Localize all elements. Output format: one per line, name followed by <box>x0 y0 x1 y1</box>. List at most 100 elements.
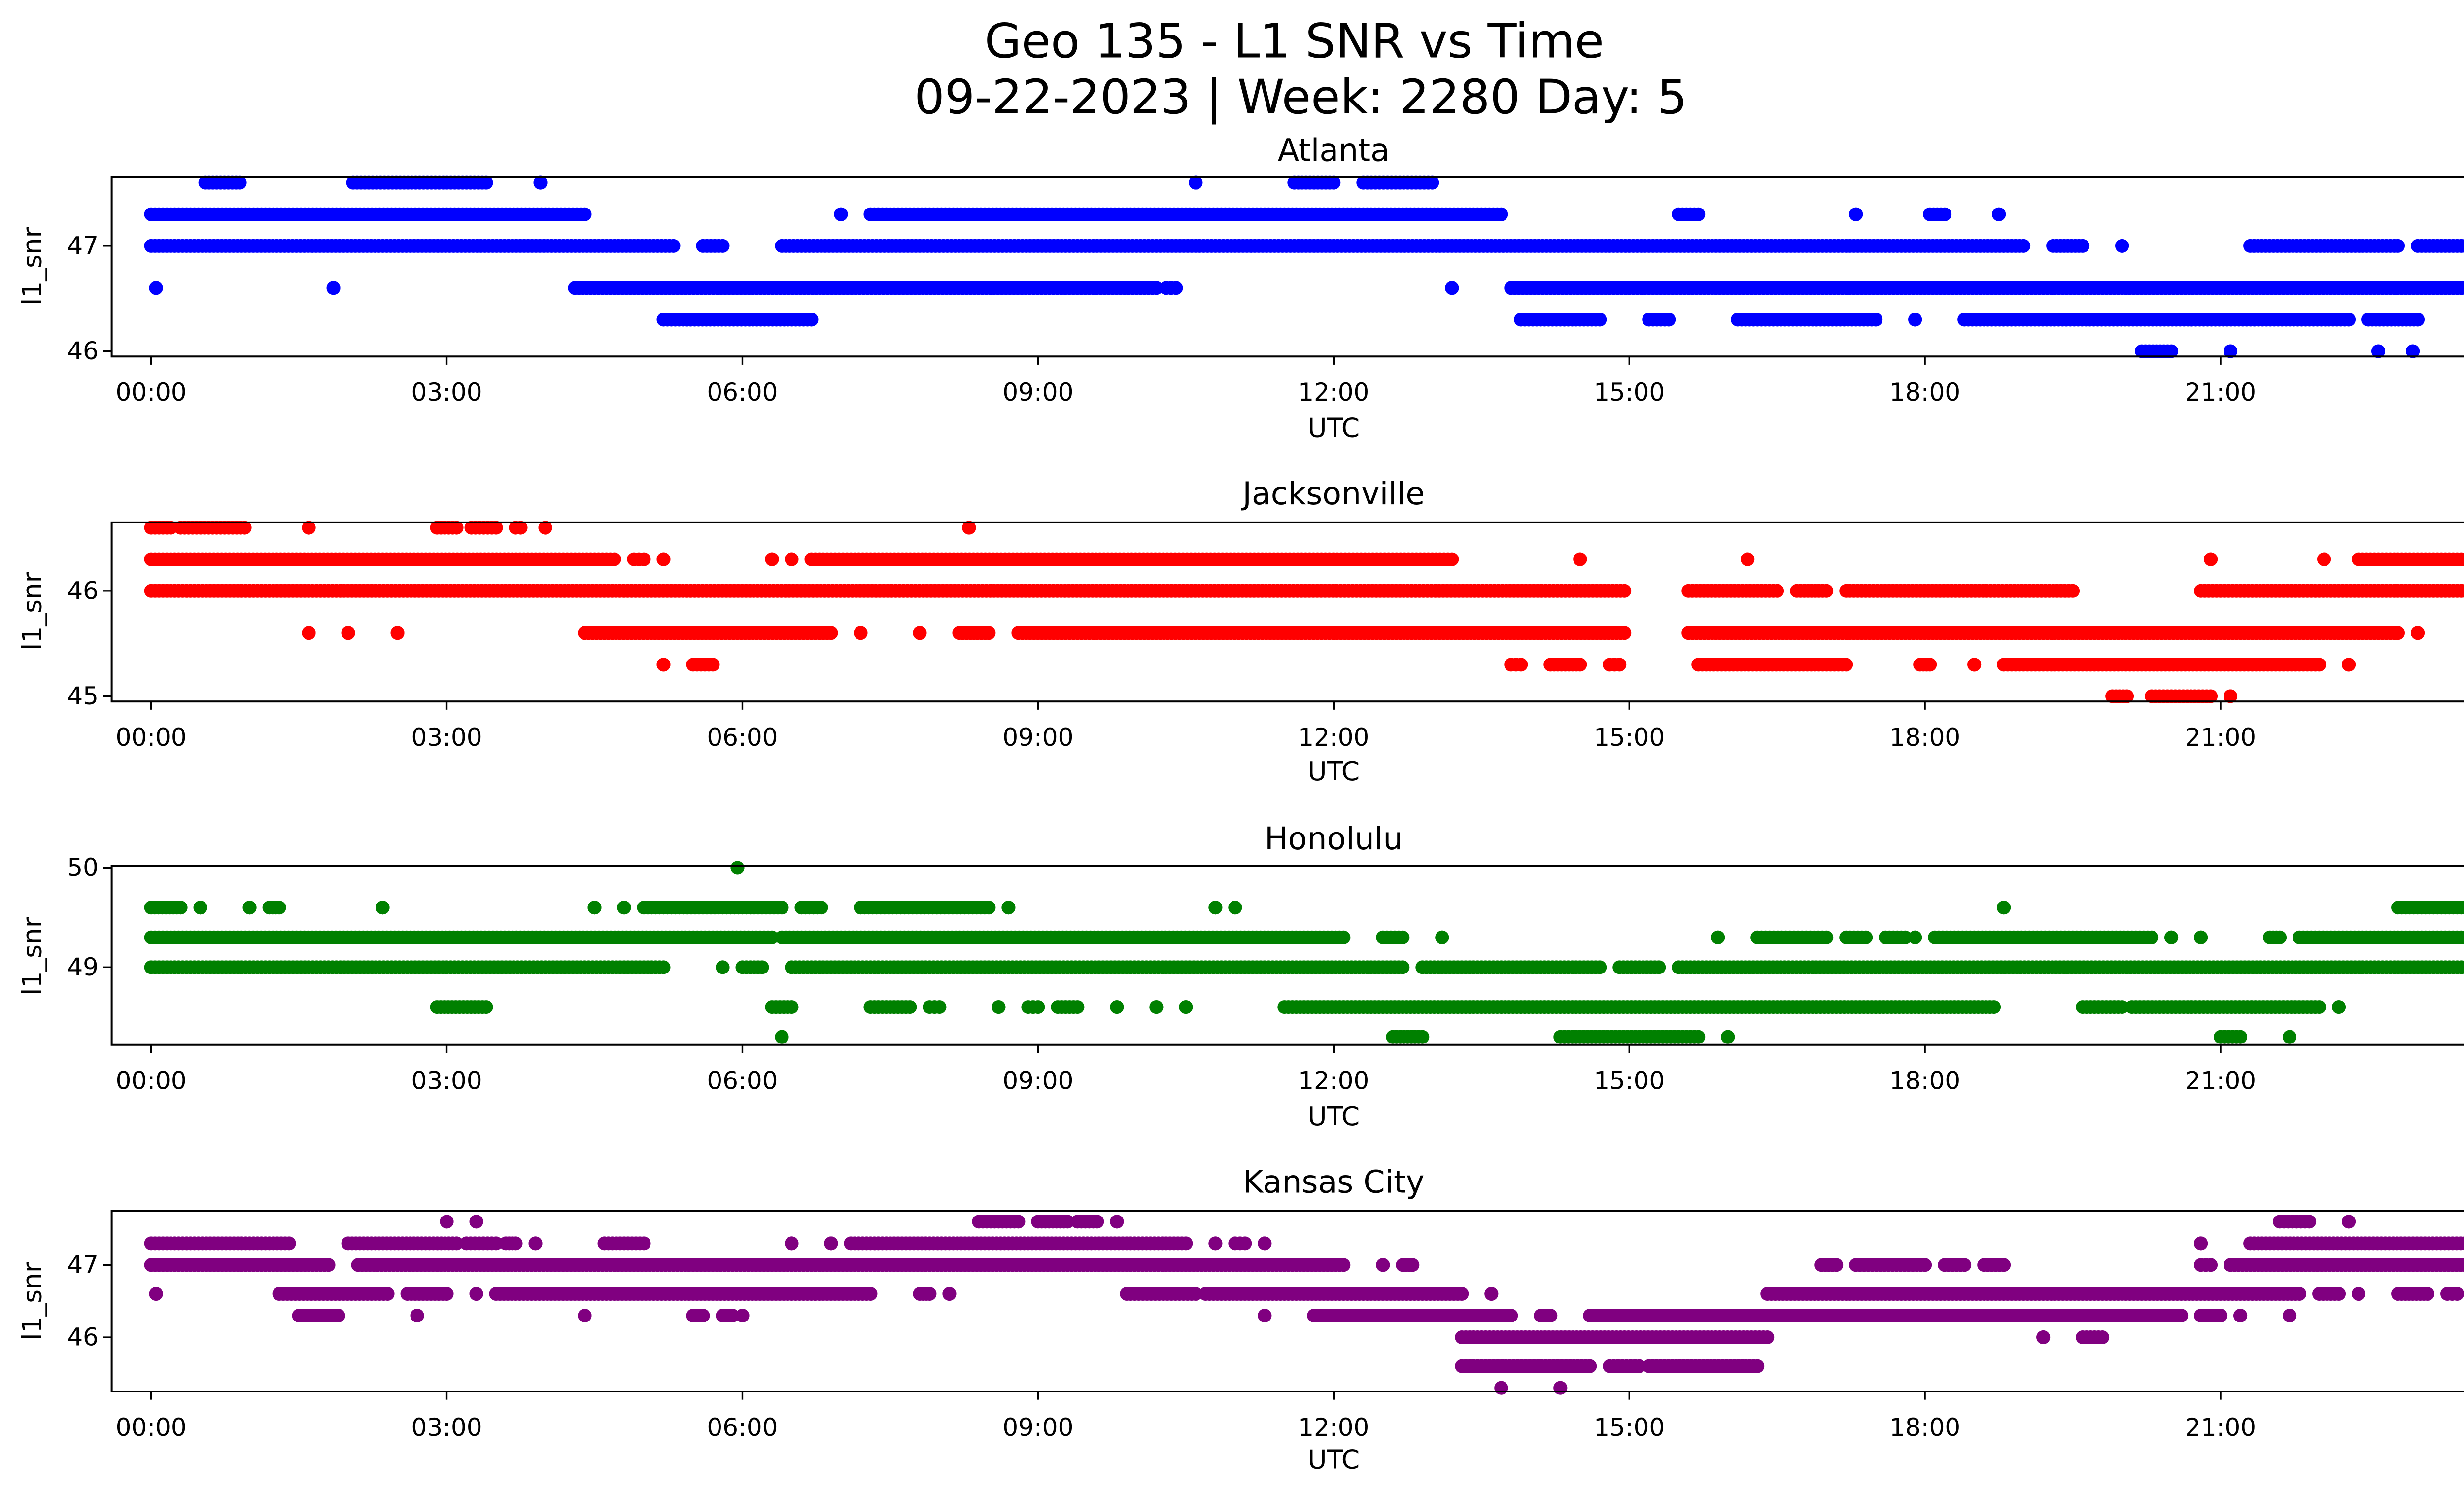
data-point <box>1923 658 1937 672</box>
data-point <box>637 1236 651 1251</box>
data-point <box>1031 1000 1045 1014</box>
scatter-markers <box>144 861 2464 1044</box>
data-point <box>1612 658 1627 672</box>
data-point <box>238 521 252 535</box>
x-tick-label: 06:00 <box>707 1067 778 1095</box>
data-point <box>854 626 868 640</box>
data-point <box>706 658 720 672</box>
data-point <box>2458 239 2464 253</box>
data-point <box>1997 901 2011 915</box>
x-tick-label: 21:00 <box>2185 1067 2256 1095</box>
data-point <box>785 552 799 566</box>
data-point <box>1149 281 1164 295</box>
data-point <box>1987 1000 2001 1014</box>
data-point <box>2391 626 2405 640</box>
data-point <box>1721 1030 1735 1044</box>
scatter-markers <box>144 175 2464 358</box>
data-point <box>765 930 779 944</box>
y-axis-label: l1_snr <box>17 227 47 305</box>
data-point <box>1169 281 1183 295</box>
x-tick-label: 21:00 <box>2185 723 2256 752</box>
data-point <box>242 901 257 915</box>
subplot-title: Atlanta <box>1278 132 1390 169</box>
data-point <box>814 901 828 915</box>
subplot-title: Jacksonville <box>1240 475 1425 512</box>
data-point <box>1258 1236 1272 1251</box>
data-point <box>578 207 592 221</box>
data-point <box>2342 1215 2356 1229</box>
data-point <box>449 521 464 535</box>
data-point <box>2194 930 2208 944</box>
x-tick-label: 12:00 <box>1298 723 1369 752</box>
data-point <box>2233 1030 2248 1044</box>
data-point <box>390 626 405 640</box>
data-point <box>716 239 730 253</box>
x-tick-label: 00:00 <box>116 1067 187 1095</box>
data-point <box>1859 930 1873 944</box>
data-point <box>1494 207 1508 221</box>
data-point <box>2164 930 2179 944</box>
x-tick-label: 03:00 <box>411 378 482 407</box>
x-tick-label: 21:00 <box>2185 378 2256 407</box>
data-point <box>1617 626 1632 640</box>
data-point <box>149 281 163 295</box>
data-point <box>2458 552 2464 566</box>
subplot-title: Kansas City <box>1243 1164 1424 1200</box>
data-point <box>607 552 621 566</box>
data-point <box>1208 901 1223 915</box>
y-tick-label: 46 <box>67 576 99 605</box>
x-tick-label: 09:00 <box>1002 723 1073 752</box>
x-tick-label: 12:00 <box>1298 1067 1369 1095</box>
data-point <box>2317 552 2331 566</box>
data-point <box>173 901 188 915</box>
data-point <box>2462 283 2464 293</box>
data-point <box>449 1236 464 1251</box>
data-point <box>656 960 671 974</box>
data-point <box>469 1215 483 1229</box>
data-point <box>1110 1215 1124 1229</box>
data-point <box>1396 930 1410 944</box>
data-point <box>666 239 681 253</box>
panel-jacksonville: Jacksonville UTC l1_snr 00:00 03:00 06:00 0… <box>17 475 2464 787</box>
data-point <box>2312 658 2327 672</box>
data-point <box>1238 1236 1252 1251</box>
panel-honolulu: Honolulu UTC l1_snr 00:00 03:00 06:00 09:00… <box>17 820 2464 1132</box>
y-axis-label: l1_snr <box>17 572 47 650</box>
data-point <box>2332 1000 2346 1014</box>
data-point <box>1445 552 1459 566</box>
data-point <box>376 901 390 915</box>
x-tick-label: 06:00 <box>707 378 778 407</box>
data-point <box>1573 552 1587 566</box>
data-point <box>1652 960 1666 974</box>
data-point <box>587 901 602 915</box>
data-point <box>775 901 789 915</box>
data-point <box>1967 658 1982 672</box>
data-point <box>2458 281 2464 295</box>
data-point <box>2458 584 2464 598</box>
data-point <box>1110 1000 1124 1014</box>
data-point <box>233 175 247 190</box>
x-tick-label: 18:00 <box>1889 1067 1960 1095</box>
y-tick-label: 45 <box>67 682 99 710</box>
data-point <box>302 521 316 535</box>
y-tick-label: 50 <box>67 853 99 882</box>
axes: 00:00 03:00 06:00 09:00 12:00 15:00 18:00 21:00… <box>67 853 2464 1095</box>
x-tick-label: 09:00 <box>1002 378 1073 407</box>
data-point <box>2283 1030 2297 1044</box>
data-point <box>1514 658 1528 672</box>
subplot-title: Honolulu <box>1265 820 1403 857</box>
data-point <box>903 1000 917 1014</box>
data-point <box>2273 930 2287 944</box>
data-point <box>2462 962 2464 972</box>
data-point <box>272 901 286 915</box>
data-point <box>2406 344 2420 358</box>
data-point <box>2458 960 2464 974</box>
data-point <box>2312 1000 2327 1014</box>
x-axis-label: UTC <box>1307 1445 1360 1475</box>
data-point <box>2462 1238 2464 1249</box>
data-point <box>1415 1030 1430 1044</box>
axes: 00:00 03:00 06:00 09:00 12:00 15:00 18:00 21:00… <box>67 176 2464 407</box>
data-point <box>2342 658 2356 672</box>
data-point <box>2371 344 2386 358</box>
data-point <box>489 1236 503 1251</box>
